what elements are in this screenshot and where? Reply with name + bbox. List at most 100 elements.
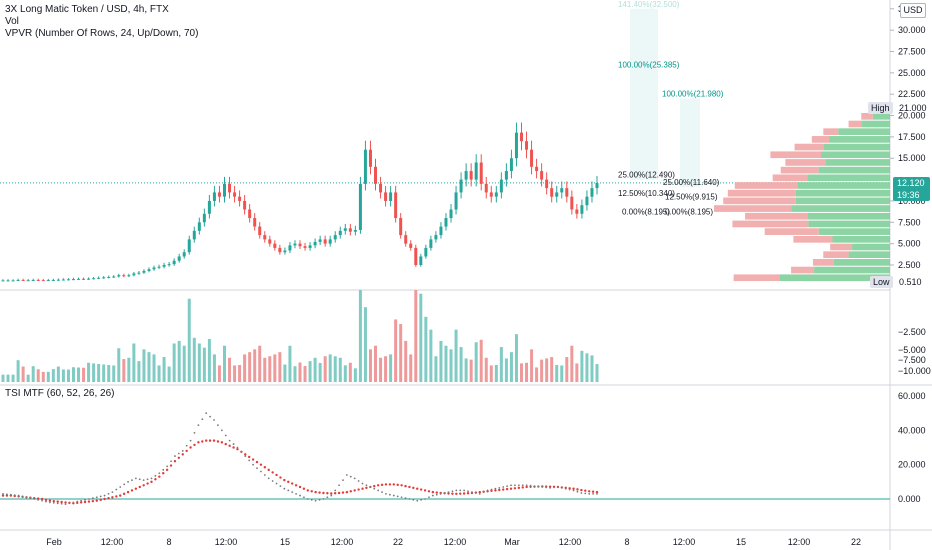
- volume-bar: [394, 319, 398, 382]
- tsi-line-dot: [127, 480, 129, 483]
- tsi-signal-dot: [290, 482, 294, 485]
- time-axis-label: 12:00: [101, 537, 124, 547]
- tsi-signal-dot: [423, 489, 427, 492]
- tsi-line-dot: [37, 498, 40, 501]
- volume-bar: [368, 349, 372, 382]
- tsi-signal-dot: [517, 486, 521, 490]
- tsi-signal-dot: [208, 439, 212, 442]
- tsi-signal-dot: [380, 483, 384, 487]
- vpvr-up-bar: [823, 143, 890, 151]
- fib-level-label: 0.00%(8.195): [665, 207, 713, 216]
- tsi-signal-dot: [122, 492, 126, 496]
- volume-tick-label: −2.500: [898, 327, 926, 337]
- tsi-signal-dot: [349, 490, 353, 493]
- tsi-signal-dot: [345, 490, 349, 494]
- tsi-signal-dot: [388, 483, 392, 486]
- tsi-line-dot: [349, 475, 352, 478]
- currency-button[interactable]: USD: [900, 3, 926, 18]
- tsi-line-dot: [353, 477, 356, 480]
- tsi-line-dot: [330, 494, 333, 497]
- tsi-signal-dot: [318, 491, 321, 494]
- tsi-legend[interactable]: TSI MTF (60, 52, 26, 26): [5, 388, 115, 399]
- candle-body: [439, 226, 443, 236]
- tsi-line-dot: [119, 486, 122, 488]
- candle-body: [494, 192, 498, 197]
- volume-bar: [41, 371, 45, 382]
- tsi-line-dot: [455, 489, 458, 492]
- volume-bar: [107, 365, 111, 382]
- tsi-signal-dot: [283, 478, 286, 482]
- price-tick-label: 27.500: [898, 46, 926, 56]
- tsi-signal-dot: [154, 478, 157, 481]
- volume-bar: [328, 354, 332, 382]
- tsi-signal-dot: [365, 486, 368, 490]
- tsi-signal-dot: [298, 485, 302, 489]
- tsi-line-dot: [525, 484, 528, 487]
- tsi-line-dot: [471, 491, 473, 494]
- candle-body: [26, 280, 30, 282]
- tsi-signal-dot: [400, 484, 403, 487]
- candle-body: [565, 188, 569, 197]
- tsi-line-dot: [123, 483, 126, 486]
- volume-bar: [228, 357, 232, 382]
- volume-legend[interactable]: Vol: [5, 16, 19, 27]
- tsi-line-dot: [588, 492, 591, 495]
- volume-bar: [550, 357, 554, 382]
- volume-bar: [540, 359, 544, 382]
- candle-body: [504, 171, 508, 180]
- vpvr-up-bar: [861, 120, 890, 128]
- vpvr-legend[interactable]: VPVR (Number Of Rows, 24, Up/Down, 70): [5, 28, 199, 39]
- candle-body: [162, 265, 166, 267]
- volume-bar: [504, 358, 508, 382]
- tsi-signal-dot: [591, 490, 595, 493]
- tsi-signal-dot: [220, 441, 224, 444]
- tsi-signal-dot: [412, 486, 415, 490]
- tsi-signal-dot: [505, 487, 509, 491]
- volume-bar: [142, 349, 146, 382]
- vpvr-down-bar: [791, 266, 815, 274]
- tsi-line-dot: [9, 493, 12, 496]
- vpvr-down-bar: [745, 212, 808, 220]
- volume-bar: [92, 363, 96, 382]
- vpvr-up-bar: [818, 228, 890, 235]
- volume-bar: [273, 354, 277, 382]
- tsi-line-dot: [138, 478, 141, 481]
- time-axis-label: 22: [851, 537, 861, 547]
- candle-body: [142, 270, 146, 273]
- tsi-line-dot: [134, 477, 137, 480]
- tsi-line-dot: [392, 494, 395, 497]
- tsi-signal-dot: [107, 496, 110, 500]
- tsi-line-dot: [334, 489, 337, 492]
- candle-body: [489, 192, 493, 197]
- vpvr-down-bar: [823, 251, 849, 259]
- fib-zone: [680, 98, 700, 187]
- tsi-signal-dot: [130, 489, 134, 492]
- vpvr-up-bar: [779, 274, 890, 282]
- candle-body: [102, 277, 106, 279]
- time-axis-label: 8: [166, 537, 171, 547]
- tsi-line-dot: [209, 415, 212, 418]
- tsi-signal-dot: [521, 486, 524, 489]
- tsi-line-dot: [154, 474, 157, 477]
- volume-bar: [469, 359, 473, 382]
- candle-body: [117, 275, 121, 277]
- tsi-signal-dot: [173, 460, 177, 463]
- volume-bar: [595, 364, 599, 382]
- tsi-line-dot: [142, 479, 145, 482]
- tsi-line-dot: [232, 443, 235, 445]
- time-axis-label: 22: [393, 537, 403, 547]
- tsi-signal-dot: [455, 492, 458, 496]
- tsi-signal-dot: [326, 492, 329, 495]
- volume-tick-label: −10.000: [898, 366, 931, 376]
- candle-body: [560, 188, 564, 193]
- symbol-legend[interactable]: 3X Long Matic Token / USD, 4h, FTX: [5, 4, 169, 15]
- tsi-line-dot: [17, 494, 20, 497]
- vpvr-up-bar: [832, 235, 890, 243]
- candle-body: [11, 280, 15, 282]
- tsi-line-dot: [490, 488, 493, 491]
- tsi-signal-dot: [212, 439, 216, 442]
- time-axis-label: 12:00: [444, 537, 467, 547]
- vpvr-down-bar: [772, 174, 808, 182]
- volume-bar: [71, 367, 75, 382]
